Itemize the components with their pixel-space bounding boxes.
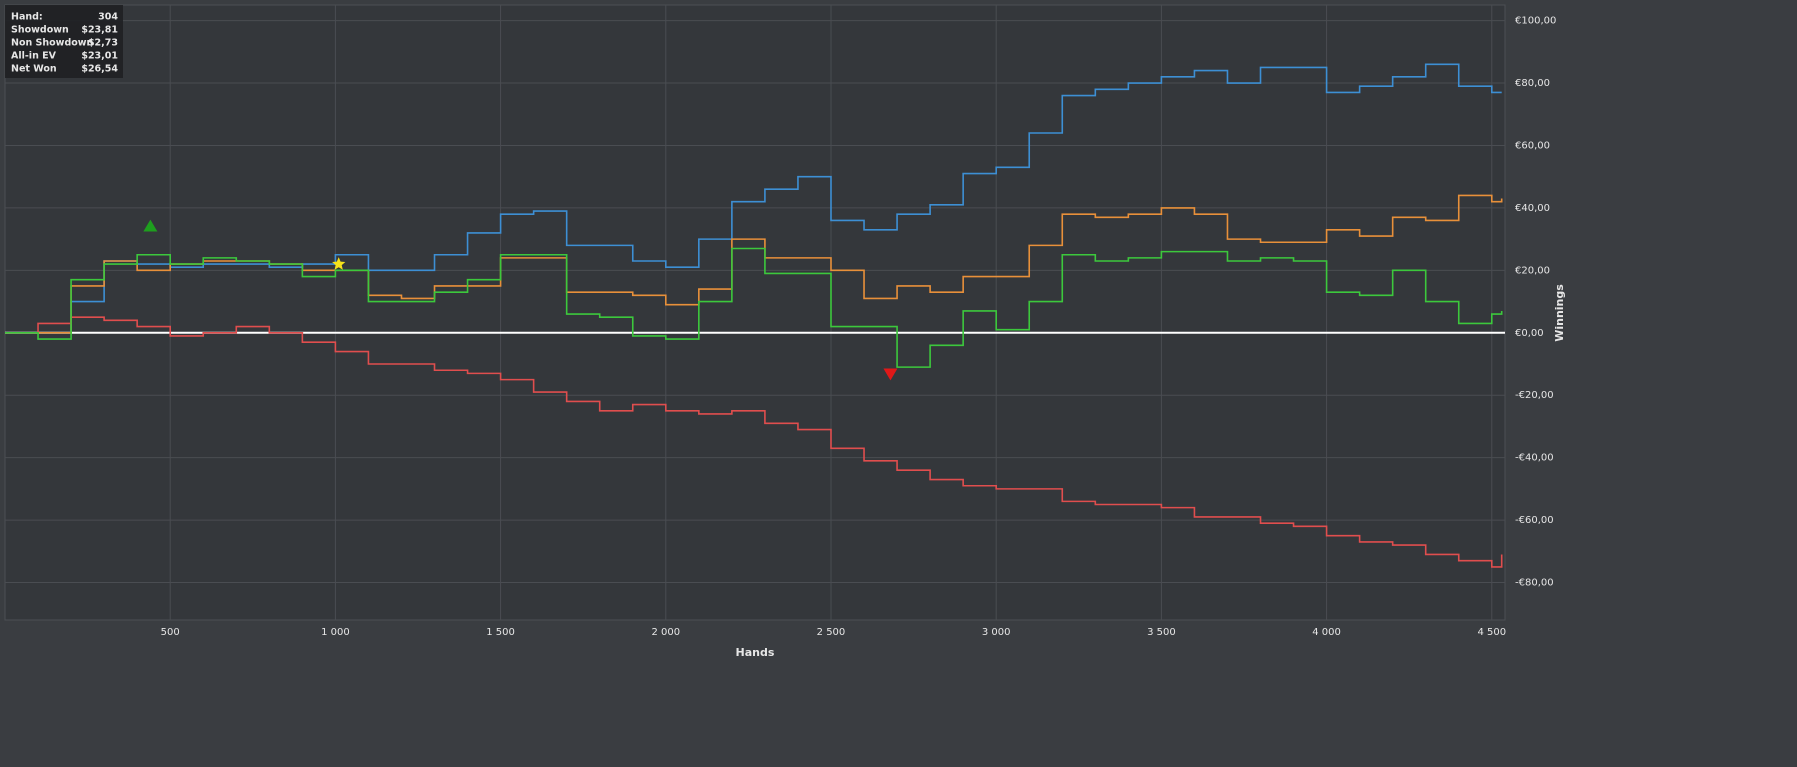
stats-value: $2,73: [88, 38, 118, 49]
x-tick-label: 500: [161, 627, 180, 638]
stats-value: $26,54: [81, 64, 118, 75]
event-marker: [332, 257, 346, 270]
stats-box-bg: [5, 5, 123, 78]
y-tick-label: -€20,00: [1515, 390, 1554, 401]
stats-label: All-in EV: [11, 51, 57, 62]
stats-label: Net Won: [11, 64, 57, 75]
series-line: [5, 63, 1502, 334]
stats-value: $23,01: [81, 51, 118, 62]
x-tick-label: 3 500: [1147, 627, 1176, 638]
stats-value: 304: [98, 12, 118, 23]
x-tick-label: 3 000: [982, 627, 1011, 638]
y-tick-label: -€80,00: [1515, 578, 1554, 589]
y-tick-label: -€60,00: [1515, 515, 1554, 526]
y-tick-label: €80,00: [1515, 78, 1550, 89]
y-tick-label: €0,00: [1515, 328, 1544, 339]
x-tick-label: 1 500: [486, 627, 515, 638]
y-tick-label: -€40,00: [1515, 453, 1554, 464]
stats-box: Hand: 304 Showdown $23,81 Non Showdown$2,73 A…: [5, 5, 123, 78]
event-marker: [883, 368, 898, 381]
series-line: [5, 247, 1503, 368]
x-tick-label: 4 500: [1477, 627, 1506, 638]
y-axis-label: Winnings: [1553, 284, 1566, 342]
y-tick-label: €60,00: [1515, 140, 1550, 151]
stats-value: $23,81: [81, 25, 118, 36]
y-tick-label: €40,00: [1515, 203, 1550, 214]
x-tick-label: 2 500: [817, 627, 846, 638]
stats-label: Hand:: [11, 12, 43, 23]
x-tick-label: 1 000: [321, 627, 350, 638]
series-line: [5, 316, 1503, 568]
x-axis-label: Hands: [736, 646, 775, 659]
plot-area: [4, 4, 1506, 621]
event-marker: [143, 219, 158, 232]
x-tick-label: 2 000: [651, 627, 680, 638]
stats-label: Non Showdown: [11, 38, 94, 49]
stats-label: Showdown: [11, 25, 69, 36]
y-tick-label: €100,00: [1515, 16, 1556, 27]
y-tick-label: €20,00: [1515, 265, 1550, 276]
x-tick-label: 4 000: [1312, 627, 1341, 638]
